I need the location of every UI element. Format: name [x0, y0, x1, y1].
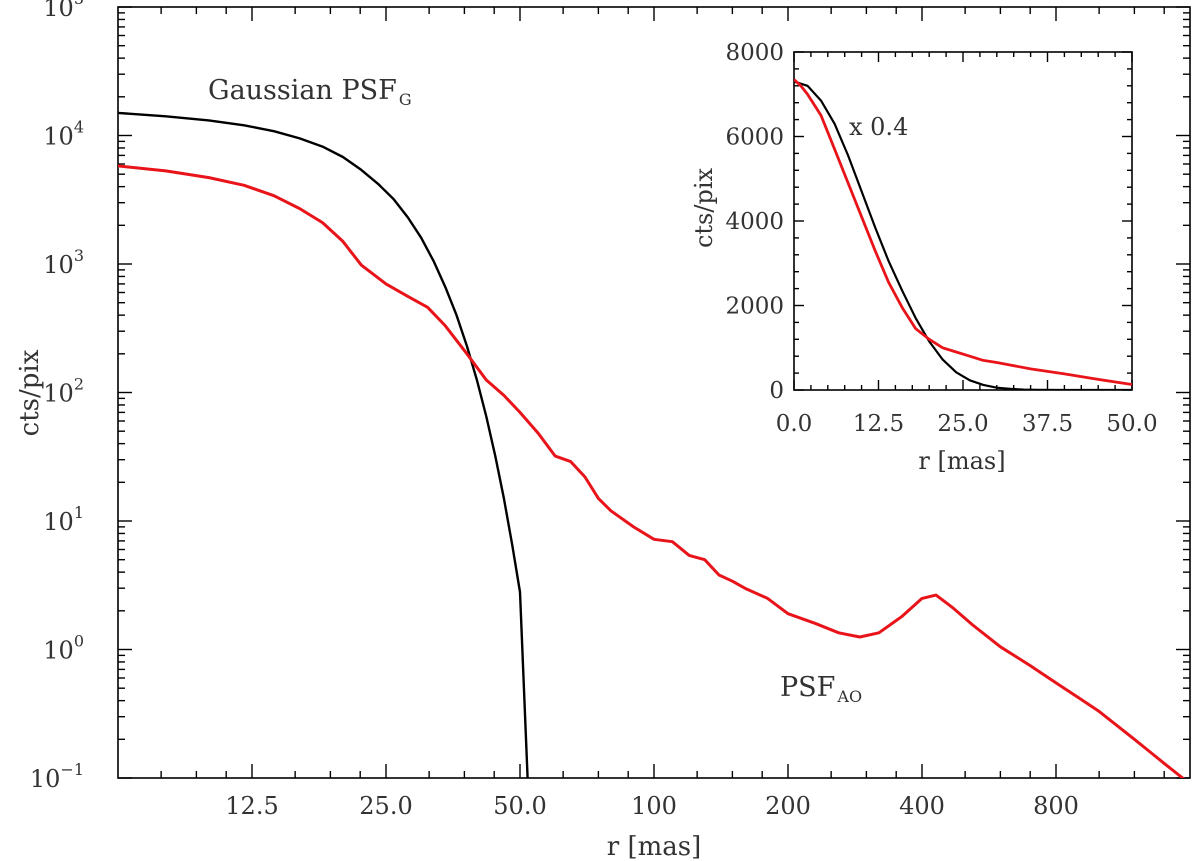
main-x-tick-label: 25.0 [359, 792, 412, 820]
main-y-tick-label: 105 [43, 0, 84, 22]
inset-series-group [794, 78, 1132, 390]
inset-y-tick-label: 2000 [725, 294, 784, 320]
inset-plot: 0 2000 4000 6000 8000 0.0 12.5 25.0 37.5 50.0 r [… [690, 40, 1158, 475]
main-y-tick-exponent: 2 [74, 375, 84, 394]
main-y-tick-base: 10 [43, 251, 74, 279]
psf-ao-line [118, 164, 1185, 778]
main-x-tick-label: 50.0 [493, 792, 546, 820]
main-x-axis-title: r [mas] [607, 832, 701, 861]
main-y-tick-base: 10 [30, 765, 61, 793]
main-y-tick-exponent: 3 [74, 246, 84, 265]
inset-x-tick-label: 50.0 [1106, 411, 1157, 437]
main-y-tick-base: 10 [43, 508, 74, 536]
main-y-tick-label: 10−1 [30, 760, 84, 793]
main-x-tick-label: 400 [899, 792, 945, 820]
main-y-tick-label: 104 [43, 118, 84, 151]
main-y-tick-base: 10 [43, 637, 74, 665]
main-y-tick-exponent: 4 [74, 118, 84, 137]
inset-x-tick-label: 12.5 [853, 411, 904, 437]
main-series-group [118, 111, 1185, 778]
inset-y-tick-label: 8000 [725, 40, 784, 66]
inset-gaussian-psf-line [794, 80, 1132, 390]
psf-ao-annotation-sub: AO [836, 687, 862, 706]
main-plot: 10−110010110210310410512.525.050.0100200… [15, 0, 1191, 861]
inset-x-tick-label: 37.5 [1022, 411, 1073, 437]
main-y-tick-label: 101 [43, 503, 84, 536]
main-axis-ticks [118, 6, 1190, 779]
main-y-axis-title: cts/pix [15, 349, 45, 436]
gaussian-psf-annotation-sub: G [399, 90, 412, 109]
inset-axis-labels: 0 2000 4000 6000 8000 0.0 12.5 25.0 37.5 50.0 [725, 40, 1157, 437]
psf-ao-annotation: PSF AO [780, 672, 862, 706]
psf-ao-annotation-text: PSF [780, 672, 835, 703]
inset-y-tick-label: 0 [769, 378, 784, 404]
inset-psf-ao-line [794, 78, 1132, 386]
main-x-tick-label: 100 [631, 792, 677, 820]
main-x-tick-label: 800 [1033, 792, 1079, 820]
main-y-tick-exponent: −1 [60, 760, 84, 779]
gaussian-psf-annotation: Gaussian PSF G [208, 75, 412, 109]
main-y-tick-label: 103 [43, 246, 84, 279]
main-y-tick-base: 10 [43, 123, 74, 151]
main-y-tick-label: 100 [43, 632, 84, 665]
inset-x-tick-label: 0.0 [776, 411, 813, 437]
main-x-tick-label: 200 [765, 792, 811, 820]
gaussian-psf-line [118, 111, 529, 778]
main-axis-labels: 10−110010110210310410512.525.050.0100200… [30, 0, 1079, 820]
inset-y-tick-label: 6000 [725, 125, 784, 151]
inset-scale-annotation: x 0.4 [849, 113, 908, 141]
main-y-tick-exponent: 0 [74, 632, 84, 651]
main-y-tick-exponent: 1 [74, 503, 84, 522]
main-y-tick-base: 10 [43, 0, 74, 22]
main-y-tick-base: 10 [43, 380, 74, 408]
gaussian-psf-annotation-text: Gaussian PSF [208, 75, 397, 106]
inset-x-axis-title: r [mas] [918, 447, 1005, 475]
inset-x-tick-label: 25.0 [937, 411, 988, 437]
inset-y-axis-title: cts/pix [690, 168, 718, 249]
main-x-tick-label: 12.5 [225, 792, 278, 820]
main-y-tick-label: 102 [43, 375, 84, 408]
inset-y-tick-label: 4000 [725, 209, 784, 235]
inset-plot-background [794, 52, 1132, 390]
main-y-tick-exponent: 5 [74, 0, 84, 8]
